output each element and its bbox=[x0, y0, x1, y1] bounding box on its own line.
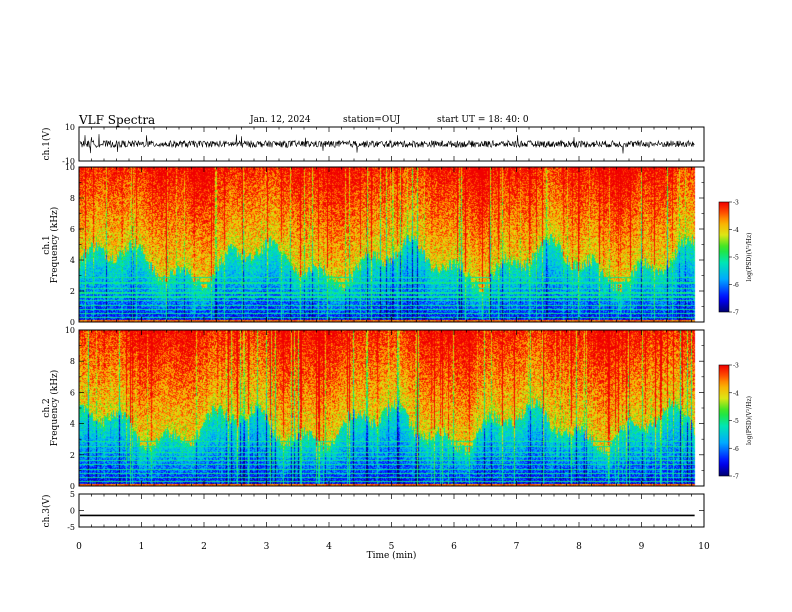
ch1-waveform-line bbox=[79, 134, 695, 154]
ch3-y-tick-label: 0 bbox=[70, 507, 75, 516]
x-tick-label: 2 bbox=[201, 542, 207, 552]
colorbar-tick-label: -4 bbox=[733, 390, 739, 397]
colorbar-tick-label: -3 bbox=[733, 200, 739, 207]
chart-title: VLF Spectra bbox=[79, 113, 156, 127]
x-axis-label: Time (min) bbox=[367, 550, 417, 561]
colorbar-tick-label: -5 bbox=[733, 255, 739, 262]
ch1-y-tick-label: -10 bbox=[62, 157, 75, 166]
ch3-y-tick-label: 5 bbox=[70, 490, 75, 499]
station-label: station=OUJ bbox=[343, 115, 401, 125]
ch2-freq-tick-label: 0 bbox=[70, 482, 75, 491]
ch2-freq-tick-label: 8 bbox=[70, 357, 75, 366]
ch1-waveform-ylabel: ch.1(V) bbox=[41, 128, 52, 161]
start-time-label: start UT = 18: 40: 0 bbox=[437, 115, 529, 125]
colorbar-tick-label: -6 bbox=[733, 446, 739, 453]
colorbar-tick-label: -7 bbox=[733, 474, 739, 481]
x-tick-label: 6 bbox=[451, 542, 457, 552]
ch1-freq-tick-label: 2 bbox=[70, 287, 75, 296]
colorbar-label: log(PSD)(V²/Hz) bbox=[746, 396, 753, 445]
ch1-freq-tick-label: 0 bbox=[70, 318, 75, 327]
ch1-freq-tick-label: 4 bbox=[70, 256, 75, 265]
ch3-y-tick-label: -5 bbox=[67, 523, 75, 532]
colorbar-ch2 bbox=[718, 364, 730, 477]
ch2-freq-tick-label: 6 bbox=[70, 388, 75, 397]
colorbar-tick-label: -4 bbox=[733, 227, 739, 234]
ch1-y-tick-label: 10 bbox=[65, 123, 75, 132]
colorbar-ch1 bbox=[718, 201, 730, 313]
colorbar-tick-label: -5 bbox=[733, 418, 739, 425]
colorbar-label: log(PSD)(V²/Hz) bbox=[746, 233, 753, 282]
ch1-freq-tick-label: 8 bbox=[70, 194, 75, 203]
x-tick-label: 8 bbox=[576, 542, 582, 552]
ch1-freq-tick-label: 10 bbox=[65, 163, 75, 172]
ch1-frequency-ylabel: Frequency (kHz) bbox=[49, 207, 60, 284]
ch2-frequency-ylabel: Frequency (kHz) bbox=[49, 370, 60, 447]
colorbar-tick-label: -6 bbox=[733, 282, 739, 289]
ch2-freq-tick-label: 4 bbox=[70, 420, 75, 429]
x-tick-label: 9 bbox=[639, 542, 645, 552]
ch1-freq-tick-label: 6 bbox=[70, 225, 75, 234]
x-tick-label: 0 bbox=[76, 542, 82, 552]
date-label: Jan. 12, 2024 bbox=[250, 115, 311, 125]
x-tick-label: 10 bbox=[698, 542, 710, 552]
x-tick-label: 1 bbox=[139, 542, 145, 552]
spectrogram-image-ch1 bbox=[79, 167, 704, 322]
ch3-waveform-ylabel: ch.3(V) bbox=[41, 495, 52, 528]
ch2-channel-label: ch.2 bbox=[42, 398, 52, 417]
x-tick-label: 4 bbox=[326, 542, 332, 552]
x-tick-label: 3 bbox=[264, 542, 270, 552]
colorbar-tick-label: -3 bbox=[733, 363, 739, 370]
ch1-channel-label: ch.1 bbox=[42, 235, 52, 254]
ch2-freq-tick-label: 2 bbox=[70, 451, 75, 460]
x-tick-label: 7 bbox=[514, 542, 520, 552]
colorbar-tick-label: -7 bbox=[733, 310, 739, 317]
spectrogram-image-ch2 bbox=[79, 330, 704, 486]
ch2-freq-tick-label: 10 bbox=[65, 326, 75, 335]
x-tick-label: 5 bbox=[389, 542, 395, 552]
